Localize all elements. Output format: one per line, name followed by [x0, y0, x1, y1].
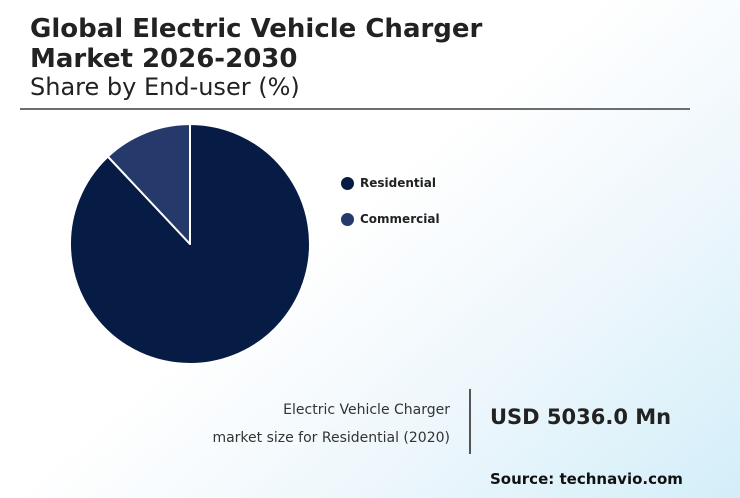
market-size-value: USD 5036.0 Mn: [490, 405, 672, 429]
chart-title-line-1: Global Electric Vehicle Charger: [30, 14, 483, 44]
source-credit: Source: technavio.com: [490, 470, 683, 488]
legend-swatch-commercial: [341, 212, 354, 226]
chart-subtitle: Share by End-user (%): [30, 73, 300, 101]
chart-title-line-2: Market 2026-2030: [30, 44, 298, 74]
chart-title: Global Electric Vehicle Charger Market 2…: [30, 14, 482, 74]
legend-item-commercial: Commercial: [341, 210, 440, 228]
market-size-caption-line-1: Electric Vehicle Charger: [283, 402, 450, 418]
stat-divider: [469, 389, 471, 454]
legend-swatch-residential: [341, 176, 354, 190]
pie-slice-commercial: [106, 123, 191, 245]
market-size-caption: Electric Vehicle Charger market size for…: [130, 396, 450, 452]
market-size-caption-line-2: market size for Residential (2020): [212, 430, 450, 446]
legend-label-residential: Residential: [360, 176, 436, 190]
pie-slice-residential: [69, 123, 311, 365]
chart-legend: Residential Commercial: [341, 174, 440, 246]
title-divider: [20, 108, 690, 110]
legend-item-residential: Residential: [341, 174, 440, 192]
legend-label-commercial: Commercial: [360, 212, 440, 226]
